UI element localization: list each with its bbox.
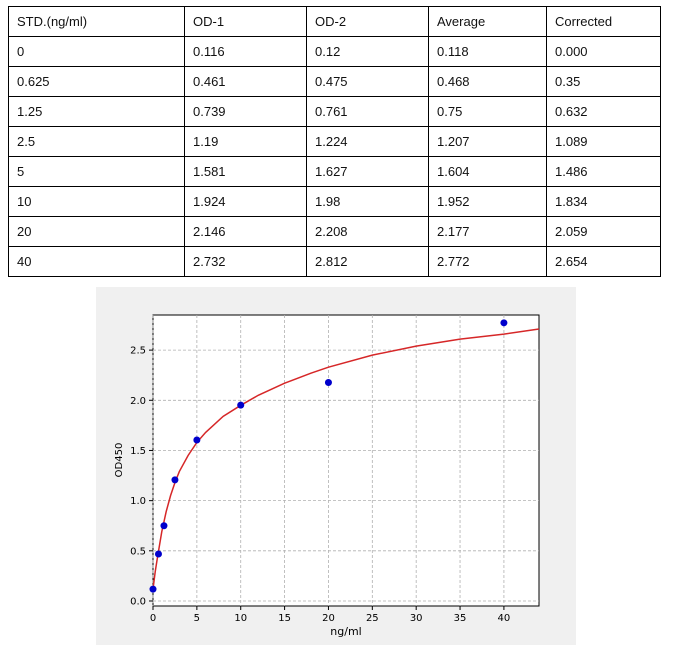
x-tick-label: 15 [278,613,291,624]
y-tick-label: 1.5 [130,446,146,457]
x-tick-label: 5 [194,613,200,624]
table-cell: 2.059 [546,216,661,247]
y-tick-label: 2.0 [130,396,146,407]
table-cell: 20 [8,216,185,247]
table-cell: 0.632 [546,96,661,127]
header-average: Average [428,6,547,37]
table-cell: 1.207 [428,126,547,157]
table-cell: 0.116 [184,36,307,67]
y-tick-label: 0.0 [130,596,146,607]
data-point [149,585,157,593]
y-tick-label: 2.5 [130,346,146,357]
table-row: 40 2.732 2.812 2.772 2.654 [8,246,661,277]
x-tick-label: 10 [234,613,247,624]
table-cell: 2.812 [306,246,429,277]
data-point [237,401,245,409]
table-row: 2.5 1.19 1.224 1.207 1.089 [8,126,661,157]
chart-panel: 0 5 10 15 20 25 30 35 40 0.0 0.5 1.0 1.5 2.0 2.5 ng/ml… [96,287,576,645]
table-cell: 1.19 [184,126,307,157]
x-tick-label: 40 [498,613,511,624]
x-tick-label: 20 [322,613,335,624]
table-cell: 1.924 [184,186,307,217]
table-cell: 10 [8,186,185,217]
table-cell: 2.654 [546,246,661,277]
data-point [171,476,179,484]
table-cell: 2.146 [184,216,307,247]
data-point [193,436,201,444]
table-cell: 0.000 [546,36,661,67]
x-tick-label: 35 [454,613,467,624]
table-cell: 1.98 [306,186,429,217]
x-tick-label: 25 [366,613,379,624]
table-cell: 0 [8,36,185,67]
table-cell: 40 [8,246,185,277]
y-tick-label: 0.5 [130,546,146,557]
standard-curve-chart: 0 5 10 15 20 25 30 35 40 0.0 0.5 1.0 1.5 2.0 2.5 ng/ml… [114,314,540,638]
table-cell: 0.468 [428,66,547,97]
fit-curve-group [152,328,540,590]
table-cell: 1.604 [428,156,547,187]
data-point [154,550,162,558]
table-cell: 2.732 [184,246,307,277]
table-row: 5 1.581 1.627 1.604 1.486 [8,156,661,187]
x-axis-label: ng/ml [330,625,361,638]
table-row: 1.25 0.739 0.761 0.75 0.632 [8,96,661,127]
table-row: 10 1.924 1.98 1.952 1.834 [8,186,661,217]
table-cell: 0.761 [306,96,429,127]
x-tick-label: 0 [150,613,156,624]
table-cell: 2.177 [428,216,547,247]
table-row: 0.625 0.461 0.475 0.468 0.35 [8,66,661,97]
plot-area [152,314,540,607]
table-header-row: STD.(ng/ml) OD-1 OD-2 Average Corrected [8,6,661,37]
table-cell: 5 [8,156,185,187]
axis-ticks: 0 5 10 15 20 25 30 35 40 0.0 0.5 1.0 1.5 2.0 2.5 [130,346,510,624]
table-cell: 1.486 [546,156,661,187]
table-cell: 1.089 [546,126,661,157]
x-tick-label: 30 [410,613,423,624]
header-od2: OD-2 [306,6,429,37]
header-corrected: Corrected [546,6,661,37]
table-cell: 1.25 [8,96,185,127]
standard-curve-table: STD.(ng/ml) OD-1 OD-2 Average Corrected … [8,6,661,277]
table-cell: 0.625 [8,66,185,97]
header-od1: OD-1 [184,6,307,37]
table-cell: 0.12 [306,36,429,67]
table-cell: 0.475 [306,66,429,97]
y-axis-label: OD450 [114,443,125,478]
table-cell: 2.5 [8,126,185,157]
table-cell: 0.461 [184,66,307,97]
fit-curve [152,328,540,590]
table-cell: 2.208 [306,216,429,247]
table-cell: 0.118 [428,36,547,67]
table-row: 0 0.116 0.12 0.118 0.000 [8,36,661,67]
table-cell: 1.224 [306,126,429,157]
table-cell: 0.35 [546,66,661,97]
table-cell: 0.75 [428,96,547,127]
table-cell: 1.627 [306,156,429,187]
table-row: 20 2.146 2.208 2.177 2.059 [8,216,661,247]
table-cell: 0.739 [184,96,307,127]
y-tick-label: 1.0 [130,496,146,507]
table-cell: 1.581 [184,156,307,187]
table-cell: 2.772 [428,246,547,277]
table-cell: 1.834 [546,186,661,217]
grid-lines [152,315,539,606]
data-point [160,522,168,530]
table-cell: 1.952 [428,186,547,217]
data-points [149,319,508,593]
data-point [500,319,508,327]
header-std: STD.(ng/ml) [8,6,185,37]
data-point [324,379,332,387]
